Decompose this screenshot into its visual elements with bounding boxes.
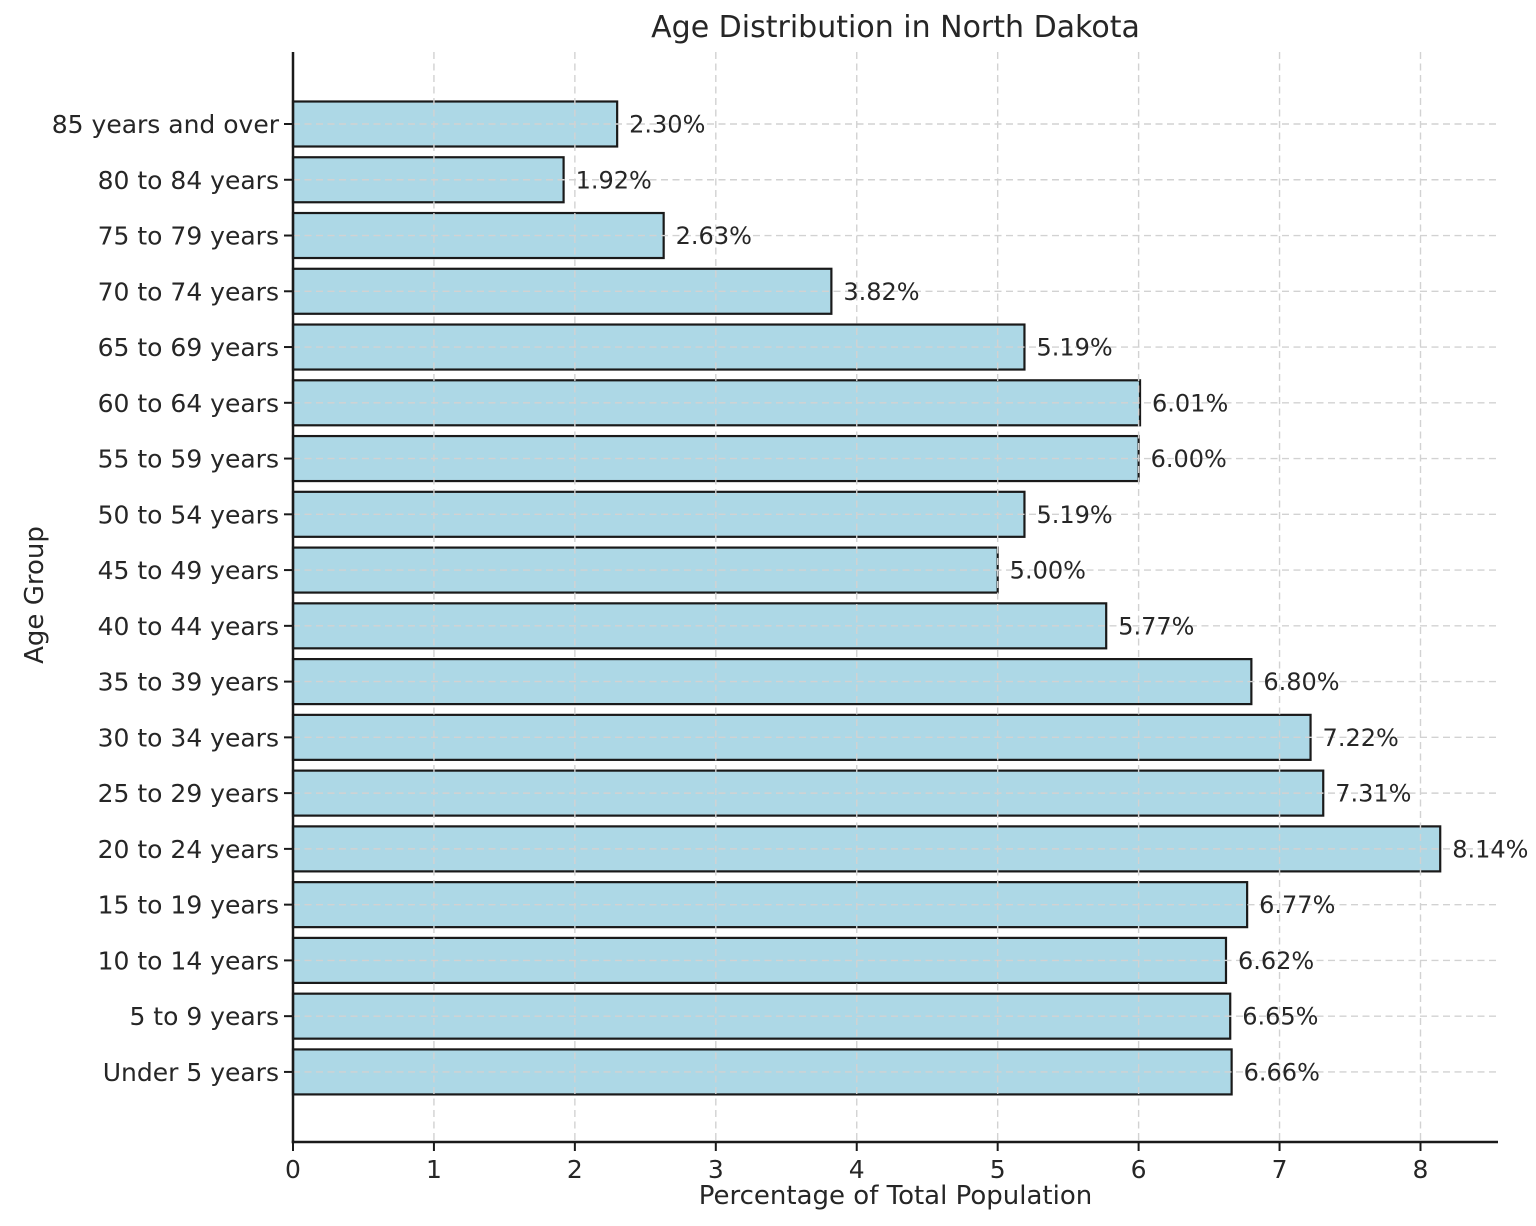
y-tick-label: 80 to 84 years <box>98 166 279 195</box>
y-tick-label: 40 to 44 years <box>98 612 279 641</box>
y-tick-label: 25 to 29 years <box>98 779 279 808</box>
bar-value-label: 6.01% <box>1152 389 1228 417</box>
y-tick-label: 55 to 59 years <box>98 445 279 474</box>
bar-value-label: 8.14% <box>1452 835 1528 863</box>
bar-value-label: 5.77% <box>1118 612 1194 640</box>
bar-value-label: 6.80% <box>1263 668 1339 696</box>
bar-value-label: 5.19% <box>1036 334 1112 362</box>
bar-value-label: 7.22% <box>1323 724 1399 752</box>
y-tick-label: 85 years and over <box>52 110 280 139</box>
x-tick-label: 7 <box>1272 1155 1288 1184</box>
bar-value-label: 6.65% <box>1242 1003 1318 1031</box>
bar-value-label: 6.77% <box>1259 891 1335 919</box>
bar-value-label: 6.66% <box>1244 1058 1320 1086</box>
y-tick-label: 70 to 74 years <box>98 277 279 306</box>
x-tick-label: 8 <box>1413 1155 1429 1184</box>
x-tick-label: 1 <box>426 1155 442 1184</box>
bar <box>291 825 1442 873</box>
y-tick-label: Under 5 years <box>103 1058 279 1087</box>
y-tick-label: 10 to 14 years <box>98 946 279 975</box>
y-tick-label: 20 to 24 years <box>98 835 279 864</box>
x-tick-label: 4 <box>849 1155 865 1184</box>
bar-value-label: 5.00% <box>1010 557 1086 585</box>
bar-value-label: 5.19% <box>1036 501 1112 529</box>
x-tick-label: 5 <box>990 1155 1006 1184</box>
y-tick-label: 60 to 64 years <box>98 389 279 418</box>
x-tick-label: 0 <box>285 1155 301 1184</box>
bar-value-label: 2.30% <box>629 111 705 139</box>
y-tick-label: 30 to 34 years <box>98 723 279 752</box>
x-tick-label: 2 <box>567 1155 583 1184</box>
chart-title: Age Distribution in North Dakota <box>651 10 1140 45</box>
y-tick-label: 75 to 79 years <box>98 222 279 251</box>
y-tick-label: 15 to 19 years <box>98 891 279 920</box>
bar-value-label: 6.00% <box>1151 445 1227 473</box>
x-tick-label: 6 <box>1131 1155 1147 1184</box>
bar-value-label: 7.31% <box>1335 780 1411 808</box>
y-tick-label: 50 to 54 years <box>98 500 279 529</box>
y-tick-label: 5 to 9 years <box>129 1002 279 1031</box>
bar-value-label: 1.92% <box>576 166 652 194</box>
y-tick-label: 35 to 39 years <box>98 668 279 697</box>
x-tick-label: 3 <box>708 1155 724 1184</box>
y-axis-label: Age Group <box>20 526 50 664</box>
x-axis-label: Percentage of Total Population <box>698 1181 1093 1211</box>
bar-value-label: 3.82% <box>843 278 919 306</box>
bar-value-label: 2.63% <box>676 222 752 250</box>
bar-value-label: 6.62% <box>1238 947 1314 975</box>
y-tick-label: 65 to 69 years <box>98 333 279 362</box>
y-tick-label: 45 to 49 years <box>98 556 279 585</box>
